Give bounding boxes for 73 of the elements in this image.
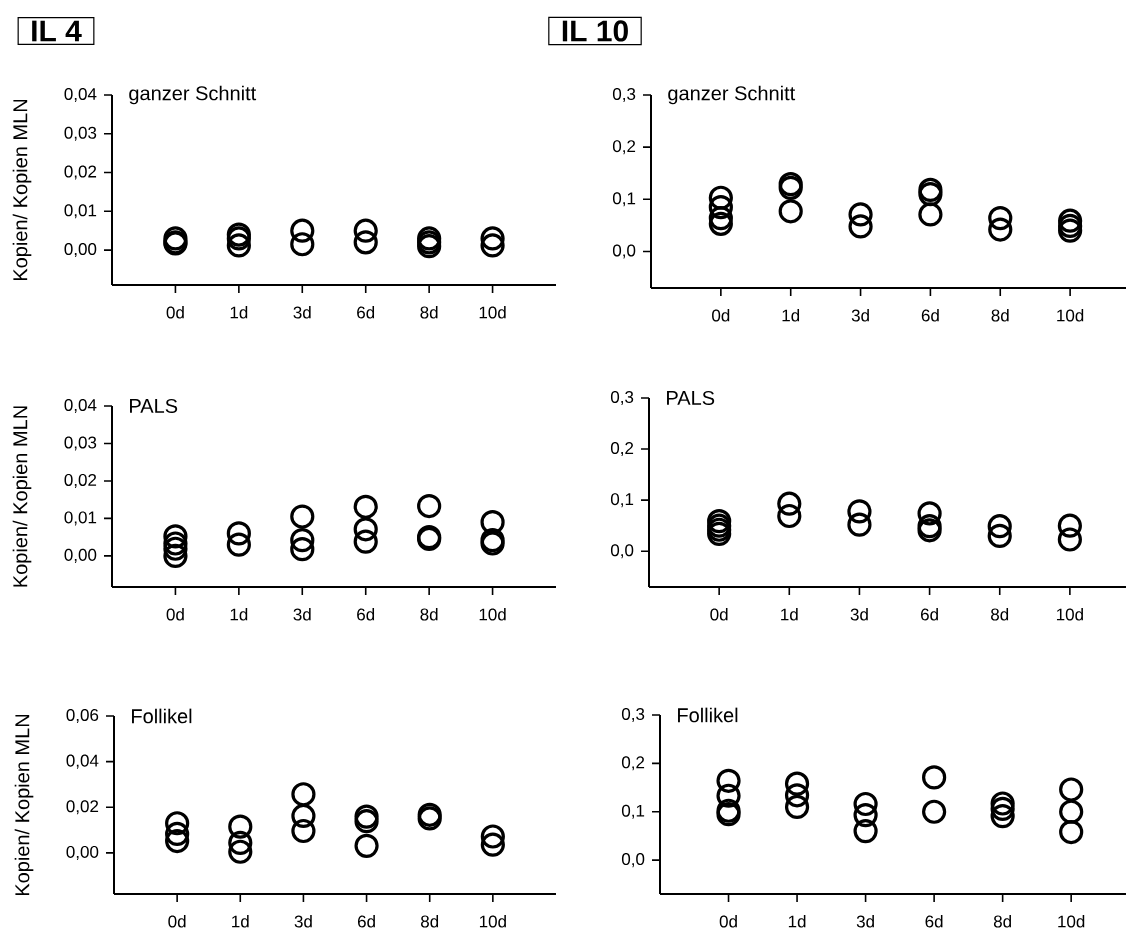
y-tick-label: 0,03 — [64, 126, 97, 141]
y-tick-label: 0,0 — [612, 244, 636, 259]
y-tick-label: 0,02 — [64, 165, 97, 180]
x-tick-label: 3d — [293, 608, 311, 621]
y-tick-label: 0,00 — [66, 845, 99, 860]
x-tick-label: 1d — [781, 608, 798, 621]
chart-title: IL 4 — [32, 20, 82, 42]
x-tick-label: 6d — [921, 608, 938, 621]
y-tick-label: 0,00 — [64, 548, 97, 563]
x-tick-label: 8d — [421, 915, 439, 928]
x-tick-label: 3d — [850, 608, 868, 621]
x-tick-label: 1d — [782, 309, 800, 322]
x-tick-label: 6d — [357, 915, 375, 928]
y-axis-title: Kopien/ Kopien MLN — [12, 99, 32, 281]
chart-subtitle: ganzer Schnitt — [129, 85, 257, 105]
y-tick-label: 0,01 — [64, 511, 97, 526]
y-tick-label: 0,0 — [610, 544, 634, 559]
x-tick-label: 0d — [168, 915, 186, 928]
chart-subtitle: PALS — [130, 398, 178, 414]
y-tick-label: 0,0 — [621, 853, 645, 868]
y-tick-label: 0,3 — [621, 707, 645, 722]
x-tick-label: 3d — [293, 306, 311, 319]
x-tick-label: 0d — [166, 306, 184, 319]
x-tick-label: 6d — [921, 309, 939, 322]
y-tick-label: 0,2 — [621, 756, 645, 771]
y-tick-label: 0,3 — [612, 87, 636, 102]
x-tick-label: 0d — [710, 608, 728, 621]
x-tick-label: 1d — [230, 306, 248, 319]
chart-subtitle: PALS — [667, 390, 715, 406]
x-tick-label: 6d — [925, 915, 943, 928]
y-tick-label: 0,02 — [66, 800, 99, 815]
x-tick-label: 6d — [357, 306, 375, 319]
x-tick-label: 8d — [993, 915, 1012, 928]
x-tick-label: 3d — [851, 309, 869, 322]
x-tick-label: 0d — [712, 309, 730, 322]
y-tick-label: 0,1 — [612, 192, 636, 207]
x-tick-label: 10d — [479, 915, 506, 928]
y-tick-label: 0,01 — [64, 204, 97, 219]
x-tick-label: 8d — [420, 608, 438, 621]
y-tick-label: 0,2 — [612, 140, 636, 155]
y-tick-label: 0,04 — [64, 87, 97, 102]
y-tick-label: 0,2 — [610, 442, 634, 457]
x-tick-label: 10d — [479, 608, 506, 621]
x-tick-label: 0d — [166, 608, 184, 621]
y-tick-label: 0,04 — [64, 398, 97, 413]
x-tick-label: 3d — [294, 915, 312, 928]
x-tick-label: 6d — [357, 608, 375, 621]
x-tick-label: 8d — [991, 608, 1009, 621]
y-axis-title: Kopien/ Kopien MLN — [12, 406, 32, 587]
x-tick-label: 10d — [1058, 915, 1085, 928]
y-axis-title: Kopien/ Kopien MLN — [14, 714, 34, 896]
x-tick-label: 8d — [991, 309, 1009, 322]
x-tick-label: 10d — [1057, 309, 1084, 322]
chart-subtitle: ganzer Schnitt — [668, 85, 796, 105]
y-tick-label: 0,02 — [64, 473, 97, 488]
x-tick-label: 1d — [230, 608, 248, 621]
y-tick-label: 0,06 — [66, 708, 99, 723]
x-tick-label: 1d — [232, 915, 249, 928]
x-tick-label: 3d — [856, 915, 874, 928]
chart-subtitle: Follikel — [132, 708, 192, 724]
y-tick-label: 0,1 — [610, 493, 634, 508]
chart-title: IL 10 — [562, 20, 628, 42]
x-tick-label: 0d — [719, 915, 737, 928]
chart-subtitle: Follikel — [678, 707, 738, 723]
x-tick-label: 8d — [420, 306, 438, 319]
x-tick-label: 10d — [479, 306, 506, 319]
y-tick-label: 0,3 — [610, 390, 634, 405]
x-tick-label: 1d — [788, 915, 806, 928]
y-tick-label: 0,00 — [64, 243, 97, 258]
y-tick-label: 0,03 — [64, 436, 97, 451]
y-tick-label: 0,1 — [621, 804, 645, 819]
x-tick-label: 10d — [1056, 608, 1083, 621]
y-tick-label: 0,04 — [66, 754, 99, 769]
